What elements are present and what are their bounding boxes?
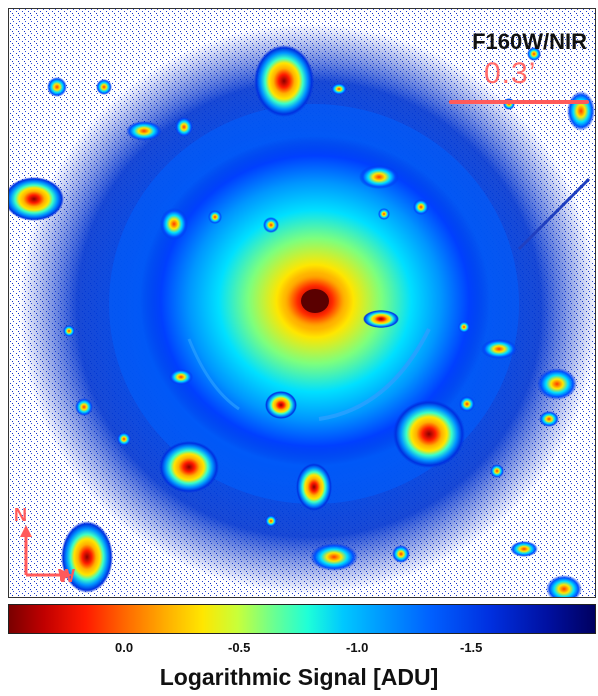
galaxy — [331, 83, 347, 95]
colorbar-tick: -1.0 — [346, 640, 369, 655]
compass-west-label: W — [58, 566, 75, 586]
colorbar-tick: -1.5 — [460, 640, 483, 655]
galaxy — [254, 45, 314, 117]
galaxy — [47, 77, 67, 97]
galaxy — [296, 463, 332, 511]
galaxy — [9, 177, 64, 221]
compass-arrows — [20, 525, 72, 581]
cluster-image: F160W/NIR 0.3’ — [8, 8, 596, 598]
galaxy — [510, 541, 538, 557]
galaxy — [265, 391, 297, 419]
scale-bar — [449, 100, 589, 104]
galaxy — [126, 121, 162, 141]
galaxy — [481, 339, 517, 359]
galaxy — [546, 575, 582, 597]
galaxy — [61, 521, 113, 593]
galaxy — [75, 398, 93, 416]
galaxy — [392, 545, 410, 563]
galaxy — [208, 210, 222, 224]
colorbar-title: Logarithmic Signal [ADU] — [159, 664, 439, 690]
galaxy — [413, 199, 429, 215]
galaxy — [310, 543, 358, 571]
galaxy — [378, 208, 390, 220]
galaxy — [490, 464, 504, 478]
lensed-arc — [187, 338, 240, 411]
galaxy — [265, 515, 277, 527]
galaxy — [567, 91, 595, 131]
scale-label: 0.3’ — [484, 57, 537, 90]
galaxy — [539, 411, 559, 427]
diffraction-spike — [517, 177, 591, 251]
galaxy — [458, 321, 470, 333]
galaxy — [359, 165, 399, 189]
galaxy — [63, 325, 75, 337]
bcg-center — [301, 289, 329, 313]
galaxy — [537, 368, 577, 400]
colorbar-tick: 0.0 — [115, 640, 134, 655]
galaxy — [263, 217, 279, 233]
galaxy — [393, 400, 465, 468]
galaxy — [160, 208, 188, 240]
galaxy — [96, 79, 112, 95]
galaxy — [169, 369, 193, 385]
galaxy — [159, 441, 219, 493]
colorbar — [8, 604, 596, 634]
filter-label: F160W/NIR — [472, 29, 587, 54]
galaxy — [527, 47, 541, 61]
galaxy — [175, 117, 193, 137]
cluster-image-svg — [9, 9, 595, 597]
galaxy — [117, 432, 131, 446]
galaxy — [363, 310, 399, 328]
lensed-arc — [318, 328, 431, 421]
colorbar-tick: -0.5 — [228, 640, 251, 655]
galaxy — [459, 396, 475, 412]
compass-north-label: N — [14, 505, 27, 525]
